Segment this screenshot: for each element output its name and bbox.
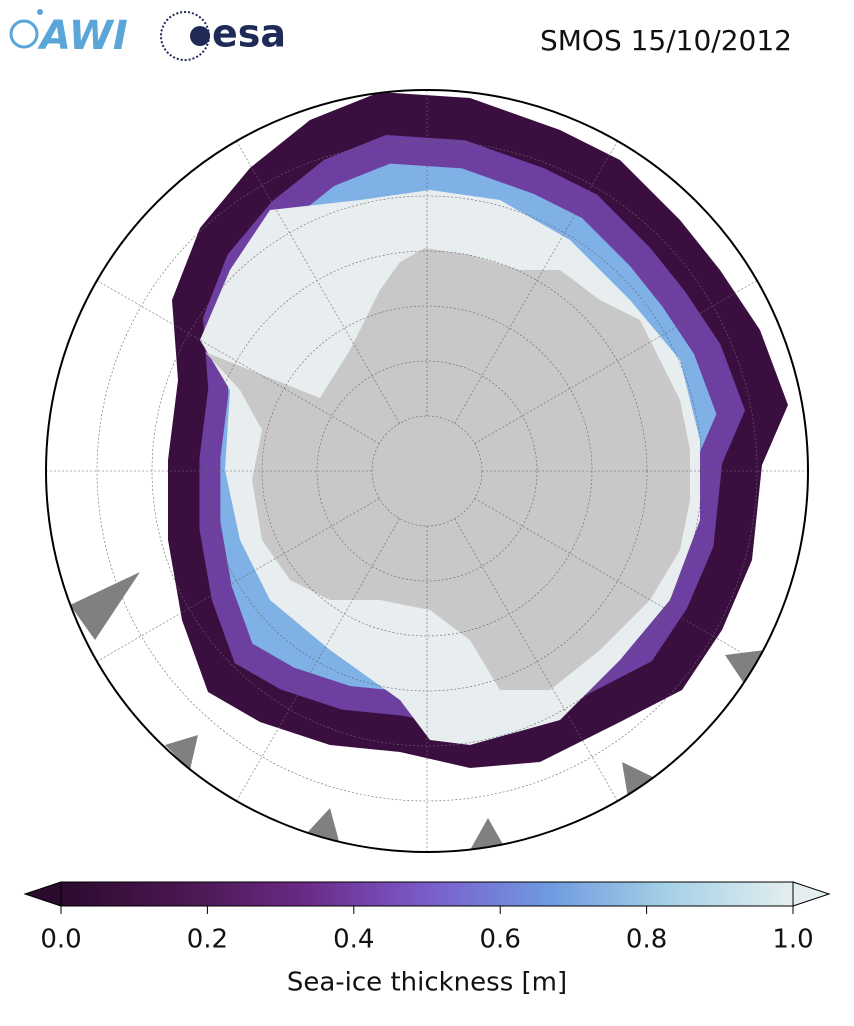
land: [725, 650, 765, 685]
logo-text: esa: [212, 12, 286, 56]
colorbar-tick-label: 0.2: [187, 925, 228, 955]
colorbar-tick-label: 0.4: [333, 925, 374, 955]
map-title: SMOS 15/10/2012: [540, 24, 792, 57]
colorbar-label: Sea-ice thickness [m]: [287, 968, 567, 998]
meridian: [474, 498, 774, 672]
colorbar-bar: [60, 881, 794, 907]
meridian: [454, 518, 628, 818]
awi-logo: AWI: [9, 9, 128, 59]
meridian: [474, 270, 774, 444]
parallel: [316, 360, 538, 582]
colorbar-tick-label: 0.6: [480, 925, 521, 955]
meridian: [226, 124, 400, 424]
logo-text: AWI: [37, 13, 128, 59]
land: [165, 735, 198, 770]
map-boundary: [45, 89, 809, 853]
map: [46, 90, 808, 852]
land: [470, 818, 505, 850]
colorbar-extend-low: [23, 881, 62, 907]
esa-logo: esa: [160, 11, 286, 61]
colorbar-tick-label: 0.0: [40, 925, 81, 955]
colorbar-extend-high: [792, 881, 831, 907]
meridian: [226, 518, 400, 818]
meridian: [454, 124, 628, 424]
colorbar: Sea-ice thickness [m] 0.0 0.2 0.4 0.6 0.8 1.0: [23, 881, 831, 998]
meridian: [80, 498, 380, 672]
colorbar-tick-label: 1.0: [772, 925, 813, 955]
land: [70, 572, 140, 640]
parallel: [96, 140, 758, 802]
meridian: [80, 270, 380, 444]
antarctica: [205, 248, 690, 690]
colorbar-tick-label: 0.8: [626, 925, 667, 955]
graticule: [46, 90, 808, 852]
land: [622, 762, 655, 798]
